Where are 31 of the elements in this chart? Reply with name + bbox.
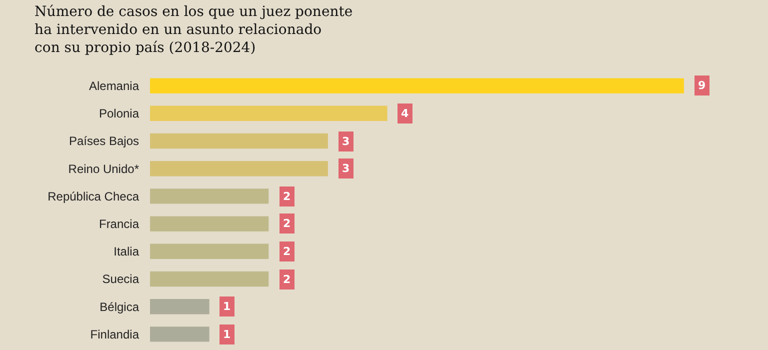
data-label: 4: [401, 107, 409, 120]
data-label: 2: [283, 245, 291, 258]
y-tick-label: Francia: [98, 217, 140, 231]
bar: [150, 78, 684, 94]
data-label: 1: [223, 328, 231, 341]
bar: [150, 106, 388, 121]
y-tick-label: Finlandia: [90, 327, 140, 342]
y-tick-label: Países Bajos: [68, 134, 139, 148]
bar: [150, 188, 269, 204]
data-label: 2: [283, 190, 291, 203]
bar: [150, 271, 269, 287]
chart-title: Número de casos en los que un juez ponente ha intervenido en un asunto relacionado con su propio país (2018-2024): [34, 4, 353, 56]
bar: [150, 216, 269, 232]
bar: [150, 244, 269, 259]
data-label: 2: [283, 217, 291, 230]
data-label: 9: [698, 79, 706, 92]
data-label: 3: [342, 135, 350, 148]
bar: [150, 326, 210, 342]
y-tick-label: Italia: [114, 244, 140, 259]
y-tick-label: Suecia: [102, 272, 140, 286]
bar: [150, 133, 328, 149]
data-label: 3: [342, 162, 350, 175]
y-tick-label: Polonia: [98, 106, 140, 121]
data-label: 2: [283, 273, 291, 286]
y-tick-label: República Checa: [48, 189, 140, 204]
y-tick-label: Alemania: [88, 79, 140, 93]
data-label: 1: [223, 300, 231, 313]
bar: [150, 299, 210, 314]
y-tick-label: Bélgica: [100, 300, 140, 314]
y-tick-label: Reino Unido*: [68, 162, 140, 176]
bar: [150, 161, 328, 176]
